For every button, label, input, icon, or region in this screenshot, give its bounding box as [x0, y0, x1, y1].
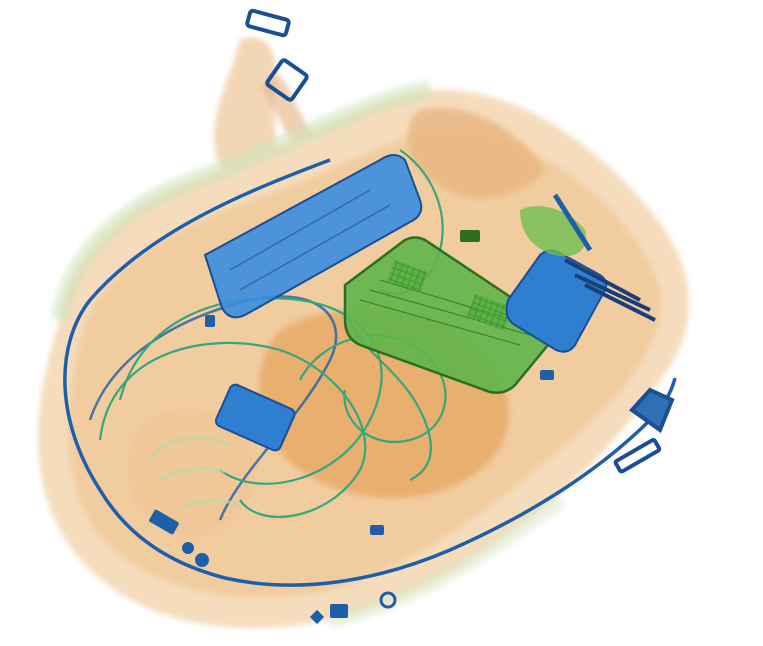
connectors: [149, 193, 656, 625]
pocket-outlines: [148, 436, 241, 512]
blue-case: [203, 154, 423, 319]
phone: [214, 383, 296, 452]
zipper-track: [63, 158, 677, 587]
strap-buckle: [245, 8, 675, 474]
laptop-board: [343, 236, 553, 394]
